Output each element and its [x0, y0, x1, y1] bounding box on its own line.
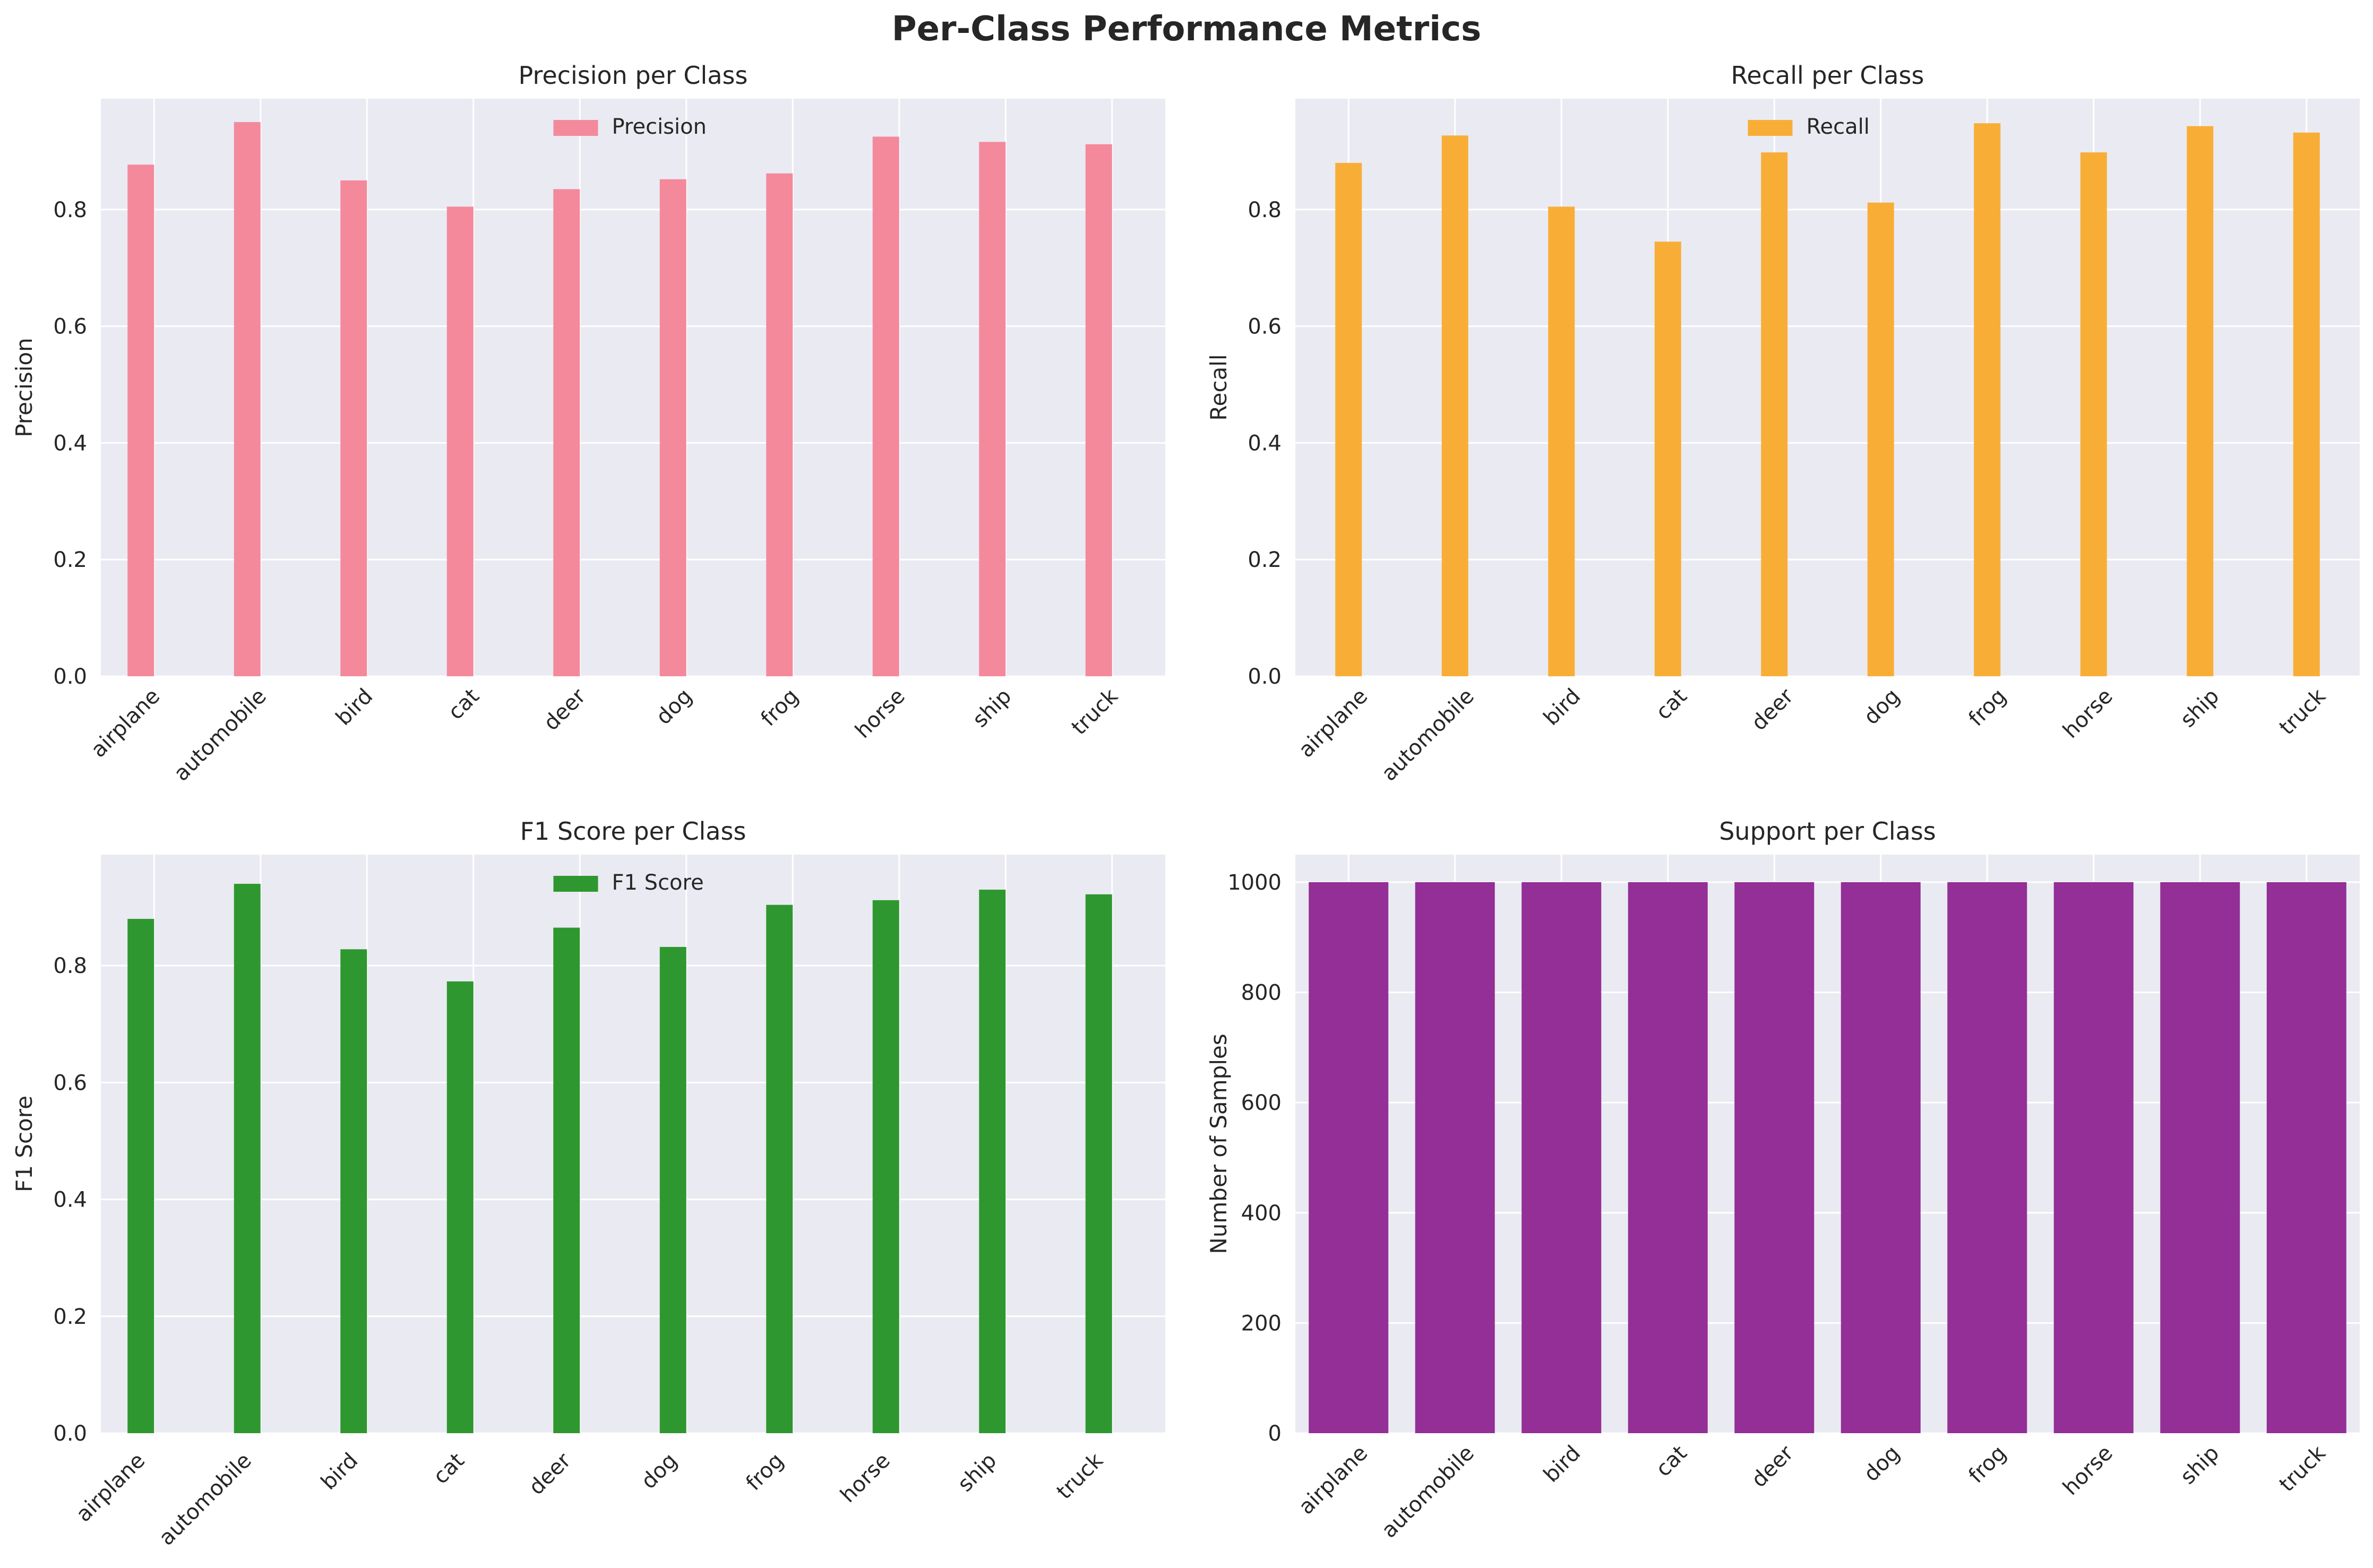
precision-bar-airplane: [127, 165, 154, 676]
precision-bar-automobile: [234, 122, 261, 676]
recall-ytick-label: 0.4: [1248, 431, 1282, 455]
precision-ytick-label: 0.8: [53, 198, 87, 222]
recall-bar-airplane: [1335, 162, 1362, 676]
f1-ytick-label: 0.8: [53, 954, 87, 978]
f1-ytick-label: 0.0: [53, 1421, 87, 1446]
precision-bar-dog: [659, 179, 686, 676]
support-bar-truck: [2266, 882, 2346, 1433]
support-bar-dog: [1841, 882, 1921, 1433]
recall-bar-bird: [1548, 206, 1575, 677]
figure-title: Per-Class Performance Metrics: [892, 10, 1482, 49]
recall-ytick-label: 0.8: [1248, 198, 1282, 222]
f1-bar-airplane: [127, 919, 154, 1433]
recall-title: Recall per Class: [1731, 61, 1924, 90]
support-bar-frog: [1947, 882, 2027, 1433]
recall-bar-automobile: [1441, 135, 1468, 677]
f1-title: F1 Score per Class: [520, 817, 746, 846]
f1-bar-bird: [340, 949, 367, 1433]
f1-ylabel: F1 Score: [11, 1096, 37, 1192]
support-ytick-label: 400: [1241, 1201, 1282, 1226]
support-ytick-label: 0: [1268, 1421, 1282, 1446]
precision-bar-cat: [446, 206, 474, 677]
recall-ylabel: Recall: [1206, 354, 1232, 420]
f1-bar-ship: [979, 890, 1006, 1433]
support-ytick-label: 800: [1241, 981, 1282, 1005]
precision-bar-horse: [872, 136, 899, 677]
precision-ytick-label: 0.6: [53, 315, 87, 339]
f1-bar-horse: [872, 900, 899, 1433]
f1-bar-cat: [446, 981, 474, 1433]
f1-bar-truck: [1085, 894, 1112, 1433]
recall-legend: Recall: [1748, 115, 1870, 139]
support-bar-bird: [1521, 882, 1602, 1433]
precision-bar-bird: [340, 180, 367, 676]
f1-bar-deer: [553, 927, 580, 1433]
support-title: Support per Class: [1719, 817, 1936, 846]
recall-ytick-label: 0.0: [1248, 665, 1282, 689]
recall-legend-label: Recall: [1807, 115, 1870, 139]
support-bar-deer: [1734, 882, 1815, 1433]
precision-legend: Precision: [553, 115, 707, 139]
f1-bar-frog: [766, 904, 793, 1433]
recall-ytick-label: 0.2: [1248, 548, 1282, 572]
recall-bar-frog: [1974, 123, 2001, 676]
precision-ylabel: Precision: [11, 338, 37, 437]
precision-bar-ship: [979, 142, 1006, 676]
precision-ytick-label: 0.4: [53, 431, 87, 455]
support-bar-horse: [2053, 882, 2134, 1433]
f1-legend-label: F1 Score: [612, 871, 704, 895]
recall-bar-cat: [1654, 242, 1681, 676]
precision-title: Precision per Class: [519, 61, 748, 90]
precision-legend-swatch: [553, 120, 598, 136]
f1-legend-swatch: [553, 876, 598, 892]
precision-ytick-label: 0.0: [53, 665, 87, 689]
f1-bar-dog: [659, 946, 686, 1433]
support-bar-cat: [1628, 882, 1708, 1433]
recall-bar-horse: [2080, 152, 2107, 676]
recall-bar-truck: [2293, 132, 2320, 676]
precision-bar-deer: [553, 189, 580, 676]
f1-bar-automobile: [234, 884, 261, 1433]
recall-bar-ship: [2187, 126, 2214, 676]
f1-ytick-label: 0.4: [53, 1188, 87, 1212]
support-ytick-label: 600: [1241, 1091, 1282, 1115]
support-bar-automobile: [1415, 882, 1495, 1433]
precision-bar-frog: [766, 173, 793, 676]
f1-ytick-label: 0.6: [53, 1071, 87, 1095]
precision-bar-truck: [1085, 144, 1112, 677]
f1-ytick-label: 0.2: [53, 1305, 87, 1329]
recall-bar-dog: [1867, 202, 1894, 676]
support-bar-ship: [2160, 882, 2240, 1433]
recall-plot-area: [1295, 99, 2360, 676]
recall-ytick-label: 0.6: [1248, 315, 1282, 339]
support-ylabel: Number of Samples: [1206, 1033, 1232, 1254]
support-bar-airplane: [1309, 882, 1389, 1433]
support-ytick-label: 1000: [1227, 871, 1282, 895]
precision-legend-label: Precision: [612, 115, 707, 139]
f1-legend: F1 Score: [553, 871, 704, 895]
precision-ytick-label: 0.2: [53, 548, 87, 572]
recall-legend-swatch: [1748, 120, 1793, 136]
recall-bar-deer: [1761, 152, 1788, 676]
support-ytick-label: 200: [1241, 1311, 1282, 1336]
